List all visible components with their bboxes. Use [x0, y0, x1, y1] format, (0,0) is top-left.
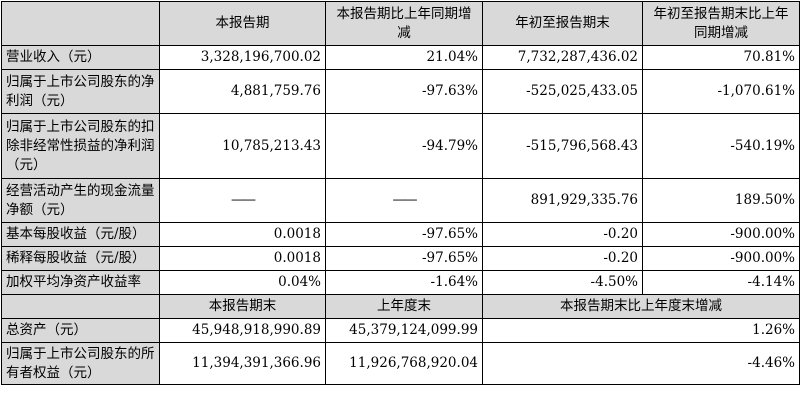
cell-ytd: 891,929,335.76	[482, 178, 643, 223]
cell-current-period-yoy: -1.64%	[325, 270, 483, 295]
row-label: 稀释每股收益（元/股）	[1, 246, 160, 271]
row-label: 总资产（元）	[1, 318, 160, 343]
cell-ytd: -0.20	[482, 246, 643, 271]
cell-current-period: 0.0018	[159, 246, 326, 271]
cell-current-period-yoy: -97.63%	[325, 69, 483, 114]
cell-ytd: -525,025,433.05	[482, 69, 643, 114]
row-label: 基本每股收益（元/股）	[1, 222, 160, 247]
header-ytd-yoy: 年初至报告期末比上年同期增减	[642, 1, 800, 46]
cell-period-end: 45,948,918,990.89	[159, 318, 326, 343]
table-header-row-2: 本报告期末 上年度末 本报告期末比上年度末增减	[1, 294, 800, 319]
cell-ytd-yoy: 70.81%	[642, 45, 800, 70]
row-label: 加权平均净资产收益率	[1, 270, 160, 295]
header-ytd: 年初至报告期末	[482, 1, 643, 46]
table-row: 稀释每股收益（元/股） 0.0018 -97.65% -0.20 -900.00…	[1, 246, 800, 271]
cell-ytd-yoy: -1,070.61%	[642, 69, 800, 114]
table-row: 基本每股收益（元/股） 0.0018 -97.65% -0.20 -900.00…	[1, 222, 800, 247]
table-row: 营业收入（元） 3,328,196,700.02 21.04% 7,732,28…	[1, 45, 800, 70]
cell-current-period: 0.04%	[159, 270, 326, 295]
cell-ytd-yoy: -4.14%	[642, 270, 800, 295]
cell-current-period: ——	[159, 178, 326, 223]
cell-prior-year-end: 11,926,768,920.04	[325, 342, 483, 385]
cell-ytd: -515,796,568.43	[482, 113, 643, 179]
cell-current-period-yoy: -97.65%	[325, 222, 483, 247]
cell-current-period: 10,785,213.43	[159, 113, 326, 179]
cell-ytd: 7,732,287,436.02	[482, 45, 643, 70]
row-label: 归属于上市公司股东的净利润（元）	[1, 69, 160, 114]
row-label: 经营活动产生的现金流量净额（元）	[1, 178, 160, 223]
header-empty-cell	[1, 1, 160, 46]
table-row: 加权平均净资产收益率 0.04% -1.64% -4.50% -4.14%	[1, 270, 800, 295]
header2-period-end: 本报告期末	[159, 294, 326, 319]
financial-table-wrapper: 本报告期 本报告期比上年同期增减 年初至报告期末 年初至报告期末比上年同期增减 …	[1, 1, 800, 385]
cell-current-period-yoy: -94.79%	[325, 113, 483, 179]
cell-current-period-yoy: ——	[325, 178, 483, 223]
cell-period-end: 11,394,391,366.96	[159, 342, 326, 385]
cell-prior-year-end: 45,379,124,099.99	[325, 318, 483, 343]
cell-ytd-yoy: 189.50%	[642, 178, 800, 223]
cell-change: -4.46%	[482, 342, 800, 385]
table-row: 总资产（元） 45,948,918,990.89 45,379,124,099.…	[1, 318, 800, 343]
cell-current-period: 0.0018	[159, 222, 326, 247]
table-row: 归属于上市公司股东的净利润（元） 4,881,759.76 -97.63% -5…	[1, 69, 800, 114]
header2-prior-year-end: 上年度末	[325, 294, 483, 319]
cell-ytd: -4.50%	[482, 270, 643, 295]
header2-empty-cell	[1, 294, 160, 319]
key-financial-data-table: 本报告期 本报告期比上年同期增减 年初至报告期末 年初至报告期末比上年同期增减 …	[1, 1, 800, 385]
cell-current-period: 3,328,196,700.02	[159, 45, 326, 70]
table-row: 归属于上市公司股东的所有者权益（元） 11,394,391,366.96 11,…	[1, 342, 800, 385]
header-current-period-yoy: 本报告期比上年同期增减	[325, 1, 483, 46]
table-row: 归属于上市公司股东的扣除非经常性损益的净利润（元） 10,785,213.43 …	[1, 113, 800, 179]
header2-change: 本报告期末比上年度末增减	[482, 294, 800, 319]
cell-current-period-yoy: 21.04%	[325, 45, 483, 70]
table-row: 经营活动产生的现金流量净额（元） —— —— 891,929,335.76 18…	[1, 178, 800, 223]
cell-ytd: -0.20	[482, 222, 643, 247]
row-label: 归属于上市公司股东的扣除非经常性损益的净利润（元）	[1, 113, 160, 179]
cell-ytd-yoy: -900.00%	[642, 222, 800, 247]
row-label: 归属于上市公司股东的所有者权益（元）	[1, 342, 160, 385]
table-header-row: 本报告期 本报告期比上年同期增减 年初至报告期末 年初至报告期末比上年同期增减	[1, 1, 800, 46]
header-current-period: 本报告期	[159, 1, 326, 46]
cell-current-period-yoy: -97.65%	[325, 246, 483, 271]
cell-ytd-yoy: -900.00%	[642, 246, 800, 271]
cell-change: 1.26%	[482, 318, 800, 343]
cell-ytd-yoy: -540.19%	[642, 113, 800, 179]
cell-current-period: 4,881,759.76	[159, 69, 326, 114]
row-label: 营业收入（元）	[1, 45, 160, 70]
